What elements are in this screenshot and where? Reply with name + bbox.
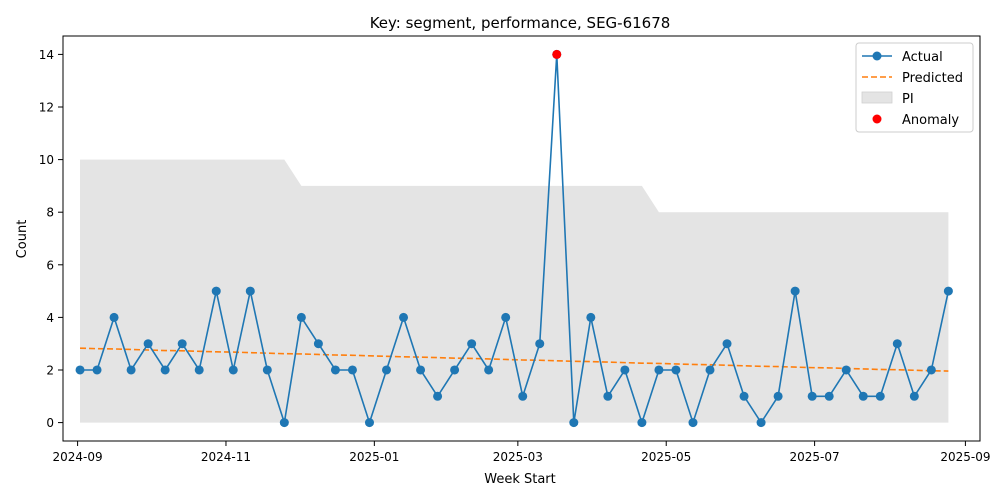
actual-point bbox=[569, 418, 579, 428]
actual-point bbox=[518, 391, 528, 401]
legend-pi-label: PI bbox=[902, 92, 914, 107]
actual-point bbox=[75, 365, 85, 375]
actual-point bbox=[211, 286, 221, 296]
actual-point bbox=[756, 418, 766, 428]
y-tick-label: 2 bbox=[46, 363, 54, 377]
actual-point bbox=[262, 365, 272, 375]
actual-point bbox=[347, 365, 357, 375]
actual-point bbox=[858, 391, 868, 401]
x-axis-label: Week Start bbox=[484, 472, 556, 487]
actual-point bbox=[467, 339, 477, 349]
plot-area bbox=[75, 49, 953, 428]
y-tick-label: 6 bbox=[46, 258, 54, 272]
chart-title: Key: segment, performance, SEG-61678 bbox=[370, 14, 671, 32]
y-tick-label: 10 bbox=[39, 153, 54, 167]
actual-point bbox=[450, 365, 460, 375]
actual-point bbox=[926, 365, 936, 375]
y-tick-label: 14 bbox=[39, 48, 54, 62]
actual-point bbox=[228, 365, 238, 375]
actual-point bbox=[654, 365, 664, 375]
actual-point bbox=[364, 418, 374, 428]
actual-point bbox=[501, 312, 511, 322]
actual-point bbox=[586, 312, 596, 322]
x-tick-label: 2025-01 bbox=[349, 450, 399, 464]
actual-point bbox=[671, 365, 681, 375]
actual-point bbox=[739, 391, 749, 401]
actual-point bbox=[109, 312, 119, 322]
x-tick-label: 2025-03 bbox=[493, 450, 543, 464]
actual-point bbox=[296, 312, 306, 322]
legend-entry-predicted: Predicted bbox=[862, 71, 963, 86]
legend-frame bbox=[855, 42, 974, 133]
x-tick-label: 2025-09 bbox=[940, 450, 990, 464]
y-axis-label: Count bbox=[15, 220, 30, 259]
legend: Actual Predicted PI Anomaly bbox=[855, 42, 974, 133]
actual-point bbox=[382, 365, 391, 375]
legend-actual-label: Actual bbox=[902, 50, 943, 65]
y-axis: 0 2 4 6 8 10 12 14 bbox=[39, 48, 63, 430]
actual-point bbox=[637, 418, 647, 428]
legend-actual-marker bbox=[872, 51, 882, 61]
actual-point bbox=[399, 312, 409, 322]
actual-point bbox=[194, 365, 204, 375]
actual-line bbox=[80, 54, 950, 426]
x-tick-label: 2024-11 bbox=[201, 450, 251, 464]
actual-point bbox=[313, 339, 323, 349]
y-tick-label: 0 bbox=[46, 416, 54, 430]
actual-point bbox=[279, 418, 289, 428]
x-tick-label: 2025-05 bbox=[641, 450, 691, 464]
legend-entry-actual: Actual bbox=[862, 50, 943, 65]
actual-point bbox=[790, 286, 800, 296]
actual-point bbox=[160, 365, 170, 375]
actual-point bbox=[841, 365, 851, 375]
plot-frame bbox=[62, 35, 981, 442]
actual-point bbox=[773, 391, 783, 401]
actual-point bbox=[705, 365, 715, 375]
x-axis: 2024-09 2024-11 2025-01 2025-03 2025-05 2025-… bbox=[53, 441, 990, 464]
actual-point bbox=[126, 365, 136, 375]
actual-point bbox=[807, 391, 817, 401]
legend-anomaly-marker bbox=[872, 114, 882, 124]
x-tick-label: 2025-07 bbox=[790, 450, 840, 464]
legend-entry-anomaly: Anomaly bbox=[872, 113, 959, 128]
actual-point bbox=[484, 365, 494, 375]
legend-anomaly-label: Anomaly bbox=[902, 113, 959, 128]
actual-point bbox=[245, 286, 255, 296]
y-tick-label: 12 bbox=[39, 101, 54, 115]
actual-point bbox=[143, 339, 153, 349]
actual-point bbox=[688, 418, 698, 428]
actual-point bbox=[535, 339, 545, 349]
x-tick-label: 2024-09 bbox=[53, 450, 103, 464]
actual-point bbox=[433, 391, 443, 401]
actual-point bbox=[416, 365, 426, 375]
actual-point bbox=[892, 339, 902, 349]
actual-point bbox=[824, 391, 834, 401]
legend-entry-pi: PI bbox=[861, 91, 914, 107]
y-tick-label: 8 bbox=[46, 206, 54, 220]
actual-point bbox=[943, 286, 953, 296]
actual-point bbox=[330, 365, 340, 375]
actual-point bbox=[909, 391, 919, 401]
anomaly-point bbox=[552, 49, 562, 59]
actual-point bbox=[875, 391, 885, 401]
actual-point bbox=[603, 391, 613, 401]
y-tick-label: 4 bbox=[46, 311, 54, 325]
actual-point bbox=[177, 339, 187, 349]
actual-point bbox=[620, 365, 630, 375]
actual-point bbox=[722, 339, 732, 349]
actual-point bbox=[92, 365, 102, 375]
legend-predicted-label: Predicted bbox=[902, 71, 963, 86]
legend-pi-swatch bbox=[861, 91, 893, 104]
